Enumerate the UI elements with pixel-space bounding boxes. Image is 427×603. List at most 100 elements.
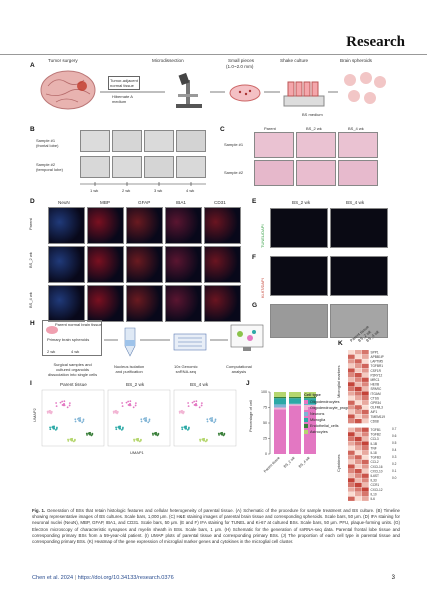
y-tick-label: 75 (263, 406, 267, 410)
heatmap-cell (362, 464, 369, 469)
gene-label: IL18 (371, 451, 377, 455)
heatmap-cell (362, 473, 369, 478)
umap-point (86, 434, 88, 436)
spheroids-icon (344, 72, 386, 104)
legend-swatch (304, 400, 308, 404)
umap-point (46, 412, 49, 414)
h-step-3: 10x Genomic snRNA-seq (174, 364, 198, 374)
umap-point (182, 410, 185, 413)
legend-item: Oligodendrocyte_progenitor_cell (304, 406, 365, 410)
heatmap-cell (355, 419, 362, 424)
umap-point (48, 410, 50, 413)
heatmap-cell (348, 396, 355, 401)
bar-segment (289, 396, 301, 399)
heatmap-cell (362, 441, 369, 446)
umap-point (82, 420, 85, 422)
c-col-bs2: BS_2 wk (306, 126, 322, 131)
gene-label: TGFB1 (371, 428, 381, 432)
bar-segment (289, 405, 301, 454)
gene-label: CXCL12 (371, 488, 383, 492)
x-tick-label: Parent tissue (263, 456, 281, 474)
umap-point (206, 418, 209, 421)
umap-point (153, 432, 156, 435)
figure-caption: Fig. 1. Generation of BSs that retain hi… (32, 508, 400, 545)
umap-title-parent: Parent tissue (60, 382, 87, 387)
he-image (296, 132, 336, 158)
umap-point (50, 410, 53, 413)
umap-point (187, 405, 190, 408)
heatmap-cell (348, 464, 355, 469)
heatmap-cell (355, 487, 362, 492)
legend-item: Neurons (304, 412, 324, 416)
microscope-icon (176, 72, 202, 108)
umap-ylabel: UMAP2 (32, 408, 37, 422)
y-tick-label: 50 (263, 421, 267, 425)
umap-point (68, 404, 71, 407)
umap-point (55, 405, 58, 408)
if-image (204, 246, 241, 283)
bs-image (176, 130, 206, 152)
heatmap-cell (348, 409, 355, 415)
heatmap-cell (362, 359, 369, 364)
legend-label: Microglia (310, 418, 326, 422)
brain-icon (40, 70, 96, 110)
umap-point (63, 400, 66, 403)
bar-segment (289, 392, 301, 397)
sample-box: Parent normal brain tissue Primary brain… (42, 320, 102, 356)
if-image (165, 207, 202, 244)
heatmap-cell (348, 368, 355, 373)
bar-segment (289, 404, 301, 406)
umap-point (199, 438, 201, 441)
heatmap-cell (348, 391, 355, 396)
umap-point (134, 404, 137, 407)
bs-medium-label: BS medium (302, 112, 323, 117)
umap-point (122, 426, 124, 429)
umap-point (121, 427, 124, 430)
heatmap-cell (355, 441, 362, 446)
heatmap-cell (348, 446, 355, 451)
doi-link[interactable]: https://doi.org/10.34133/research.0376 (77, 575, 174, 581)
bar-ylabel: Percentage of cell (248, 399, 253, 432)
umap-point (132, 406, 135, 409)
umap-point (195, 400, 198, 403)
legend-item: Microglia (304, 418, 325, 422)
legend-item: Endothelial_cells (304, 424, 339, 428)
heatmap-cell (355, 391, 362, 396)
bs-image (112, 156, 142, 178)
panel-d-label: D (30, 198, 35, 205)
legend-swatch (304, 406, 308, 410)
time-1wk: 1 wk (90, 188, 99, 193)
analysis-icon (230, 324, 264, 351)
heatmap-cell (355, 373, 362, 378)
umap-point (181, 411, 184, 414)
c-row-sample1: Sample #1 (224, 142, 244, 147)
heatmap-cell (362, 436, 369, 442)
umap-point (199, 440, 202, 442)
scale-label: 0.7 (392, 427, 397, 431)
panel-a-label: A (30, 62, 35, 69)
page-header: Research (0, 0, 427, 58)
bar-segment (274, 392, 286, 397)
umap-point (145, 420, 148, 422)
gene-label: HEXB (371, 383, 380, 387)
heatmap-cell (362, 446, 369, 451)
gene-label: OLFML3 (371, 406, 384, 410)
tunel-image (330, 208, 388, 248)
umap-point (143, 418, 145, 420)
umap-point (67, 438, 69, 441)
umap-plots (41, 389, 237, 447)
umap-point (214, 420, 217, 422)
umap-point (112, 412, 115, 414)
heatmap-cell (362, 459, 369, 465)
heatmap-cell (348, 382, 355, 387)
bar-chart: 0 25 50 75 100 Parent tissue BS_2 wk BS_4 wk (261, 390, 316, 474)
bs-image (80, 130, 110, 152)
legend-swatch (304, 418, 308, 422)
gene-label: TGFB2 (371, 433, 381, 437)
legend-item: Oligodendrocytes (304, 400, 340, 404)
footer-separator: | (74, 575, 77, 581)
umap-point (178, 412, 181, 414)
gene-label: GPR34 (371, 401, 382, 405)
workflow-arrows (100, 91, 338, 93)
umap-point (66, 406, 69, 409)
